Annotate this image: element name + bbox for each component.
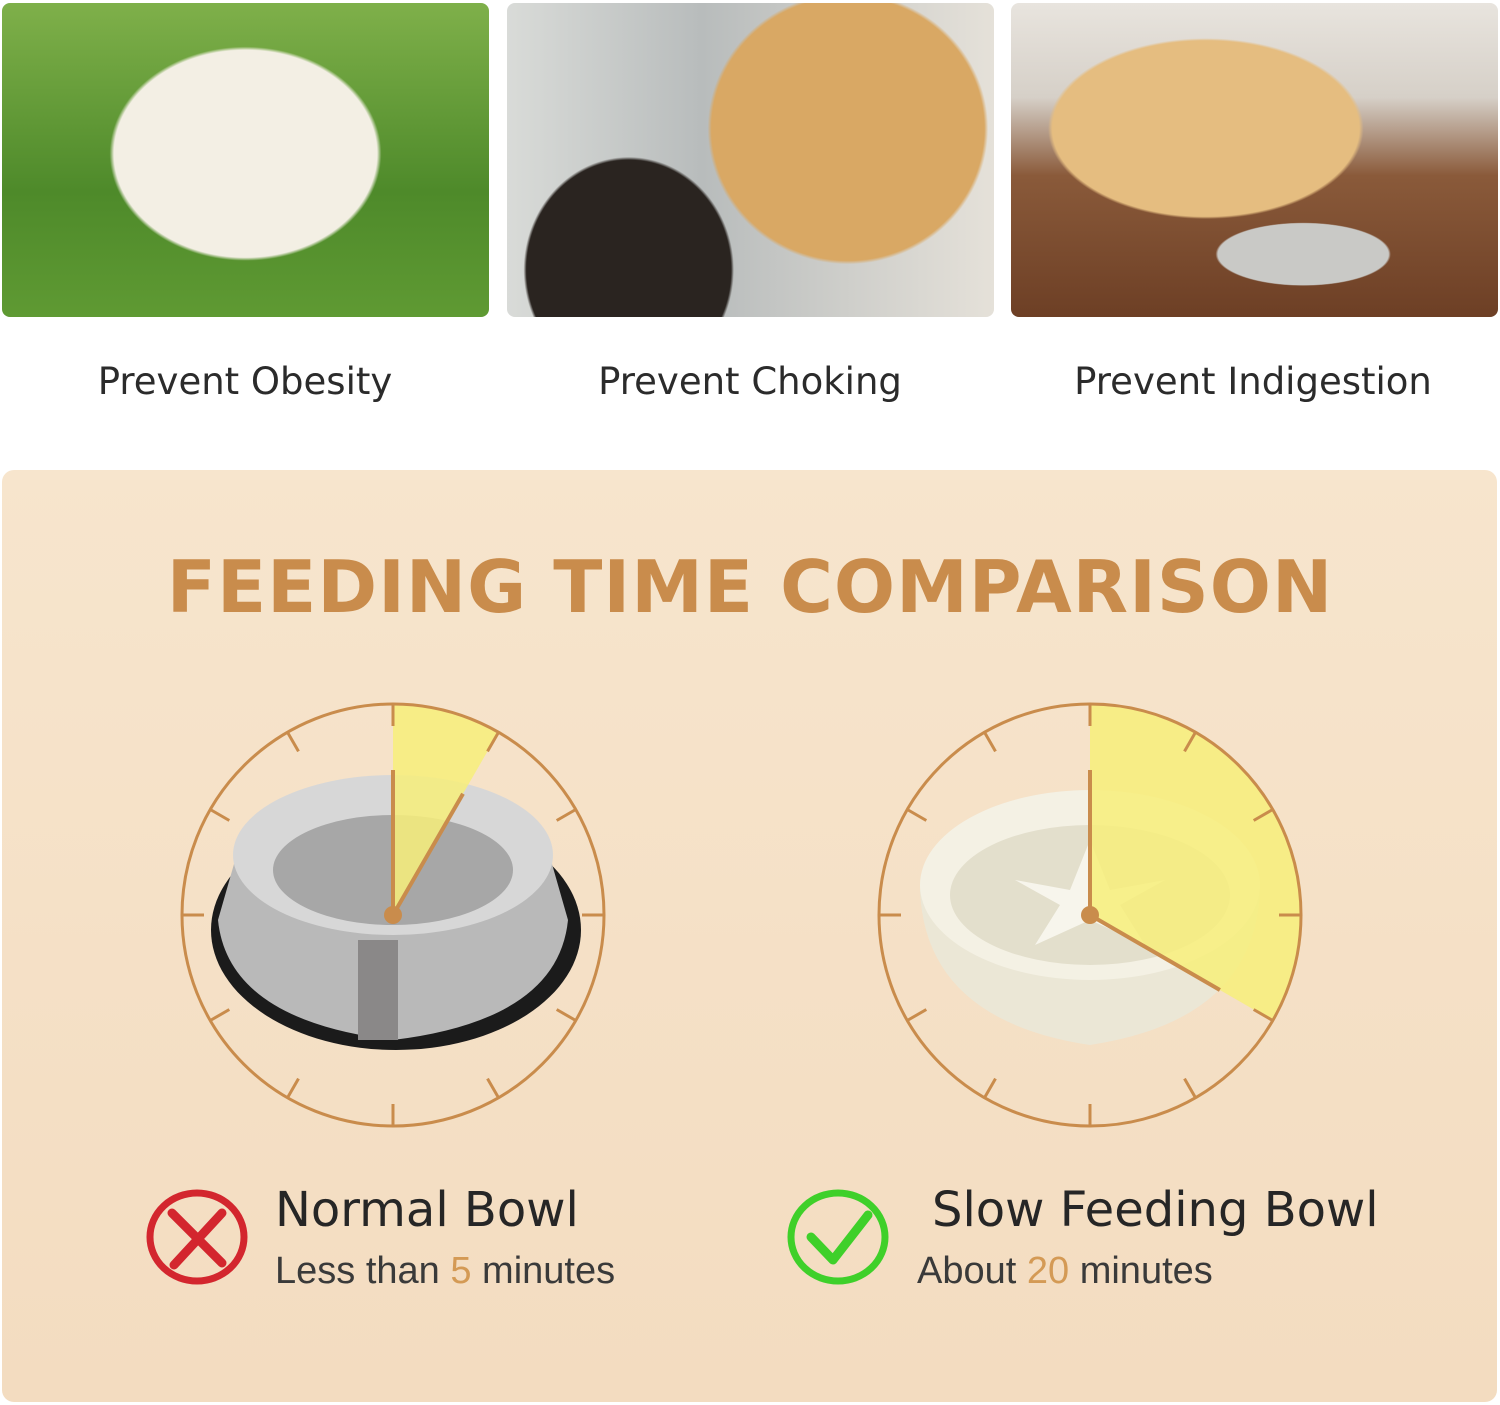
minute-end-hand — [391, 792, 465, 917]
clock-center — [384, 906, 402, 924]
clock-tick — [1183, 731, 1197, 753]
clock-tick — [1252, 808, 1274, 822]
caption-prevent-indigestion: Prevent Indigestion — [1074, 360, 1432, 403]
golden-retriever-photo — [507, 3, 994, 317]
minute-end-hand — [1088, 913, 1221, 992]
time-prefix: Less than — [275, 1250, 451, 1292]
clock-tick — [1252, 1008, 1274, 1022]
comparison-title: FEEDING TIME COMPARISON — [166, 545, 1334, 629]
clock-tick — [555, 808, 577, 822]
clock-tick — [286, 731, 300, 753]
normal-bowl-label: Normal Bowl — [275, 1182, 579, 1238]
clock-tick — [1183, 1077, 1197, 1099]
elapsed-wedge — [393, 704, 499, 915]
labrador-photo — [1011, 3, 1498, 317]
normal-bowl-clock — [180, 702, 606, 1128]
slow-bowl-label: Slow Feeding Bowl — [932, 1182, 1379, 1238]
clock-center — [1081, 906, 1099, 924]
clock-tick — [906, 1008, 928, 1022]
time-minutes: 5 — [450, 1250, 472, 1292]
time-suffix: minutes — [1069, 1250, 1213, 1292]
time-minutes: 20 — [1026, 1250, 1070, 1292]
check-icon — [787, 1189, 889, 1285]
clock-tick — [906, 808, 928, 822]
clock-tick — [983, 1077, 997, 1099]
time-prefix: About — [917, 1250, 1027, 1292]
cross-icon — [146, 1189, 248, 1285]
elapsed-wedge — [1090, 704, 1301, 1021]
time-suffix: minutes — [471, 1250, 616, 1292]
clock-tick — [209, 1008, 231, 1022]
clock-tick — [486, 731, 500, 753]
clock-tick — [983, 731, 997, 753]
pug-photo — [2, 3, 489, 317]
slow-bowl-clock — [877, 702, 1303, 1128]
steel-bowl-image — [211, 775, 581, 1050]
caption-prevent-obesity: Prevent Obesity — [97, 360, 393, 403]
clock-tick — [486, 1077, 500, 1099]
normal-bowl-time: Less than 5 minutes — [275, 1250, 615, 1293]
clock-tick — [209, 808, 231, 822]
clock-tick — [555, 1008, 577, 1022]
caption-prevent-choking: Prevent Choking — [598, 360, 902, 403]
slow-bowl-time: About 20 minutes — [917, 1250, 1213, 1293]
clock-tick — [286, 1077, 300, 1099]
